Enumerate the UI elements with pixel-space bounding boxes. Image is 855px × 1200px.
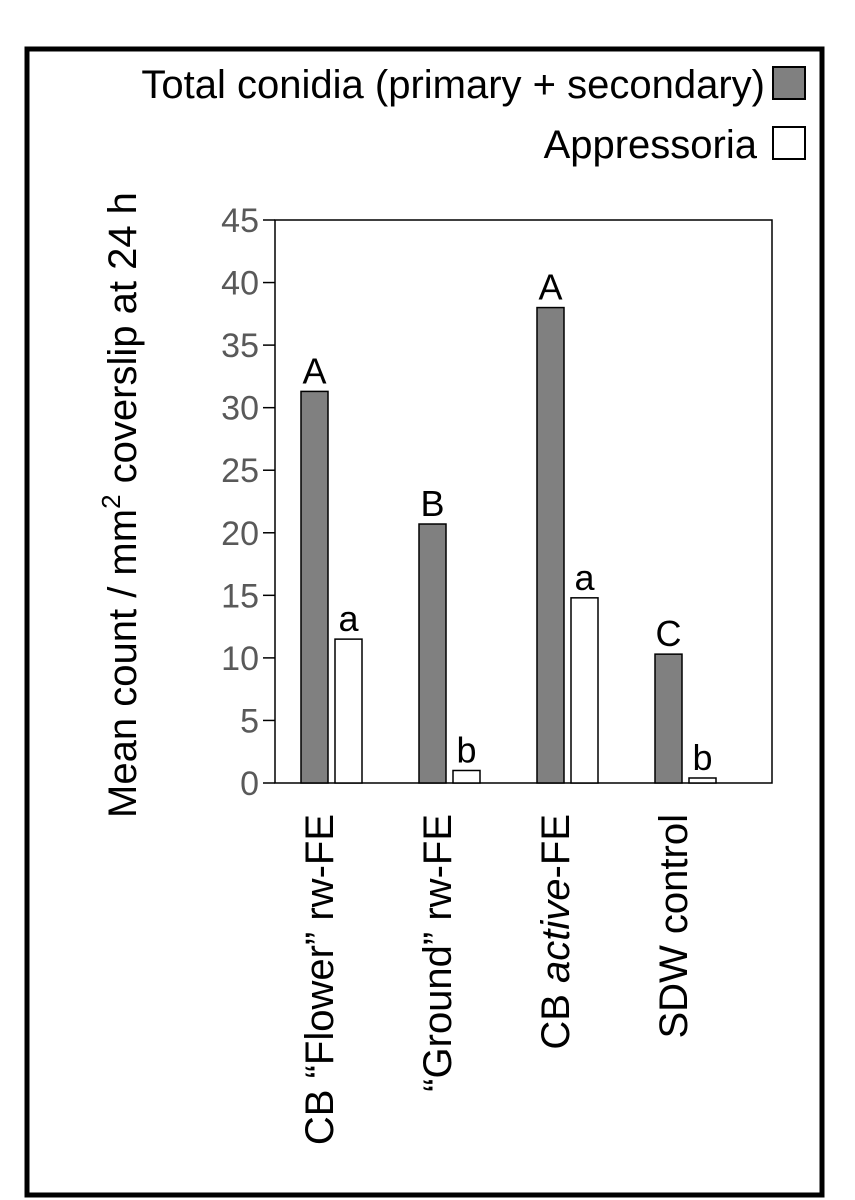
y-tick-label: 25: [221, 452, 259, 490]
bar-total-conidia: [300, 390, 329, 784]
y-axis-label-superscript: 2: [96, 494, 126, 508]
y-tick-label: 5: [240, 702, 259, 740]
significance-labels: A B A Ca b a b: [302, 267, 712, 778]
y-axis-label: Mean count / mm2 coverslip at 24 h: [96, 192, 145, 818]
bar-total-conidia: [536, 306, 565, 784]
legend-swatch-total-conidia: [772, 66, 806, 100]
y-tick-label: 45: [221, 202, 259, 240]
legend-label-total-conidia: Total conidia (primary + secondary): [141, 63, 765, 107]
bars: [300, 306, 717, 784]
y-tick-label: 15: [221, 577, 259, 615]
plot-area: [274, 219, 773, 784]
y-tick-label: 40: [221, 265, 259, 303]
significance-label-total-conidia: B: [420, 483, 444, 524]
bar-total-conidia: [654, 653, 683, 784]
x-category-label-part: active: [534, 878, 578, 983]
y-axis: 0 5 10 15 20 25 30 35 40 45: [221, 202, 275, 803]
y-tick-label: 35: [221, 327, 259, 365]
significance-label-appressoria: a: [574, 557, 595, 598]
legend-label-appressoria: Appressoria: [544, 123, 758, 167]
y-axis-label-main: Mean count / mm: [101, 509, 145, 818]
bar-appressoria: [334, 638, 363, 784]
legend: Total conidia (primary + secondary) Appr…: [141, 63, 806, 167]
x-category-label: SDW control: [652, 814, 696, 1039]
y-tick-label: 30: [221, 390, 259, 428]
x-category-label-part: SDW control: [652, 814, 696, 1039]
significance-label-appressoria: b: [456, 729, 476, 770]
y-tick-label: 20: [221, 515, 259, 553]
bar-appressoria: [452, 769, 481, 784]
x-category-label-part: -FE: [534, 814, 578, 878]
significance-label-total-conidia: A: [302, 350, 326, 391]
legend-swatch-appressoria: [772, 126, 806, 160]
x-category-label: CB “Flower” rw-FE: [298, 814, 342, 1145]
significance-label-appressoria: b: [692, 737, 712, 778]
x-category-label: “Ground” rw-FE: [416, 814, 460, 1092]
bar-appressoria: [570, 597, 599, 784]
bar-total-conidia: [418, 523, 447, 784]
y-axis-label-rest: coverslip at 24 h: [101, 192, 145, 494]
significance-label-total-conidia: A: [538, 267, 562, 308]
y-tick-label: 0: [240, 765, 259, 803]
x-category-label-part: CB: [534, 983, 578, 1050]
x-category-label-part: “Ground” rw-FE: [416, 814, 460, 1092]
bar-appressoria: [688, 777, 717, 784]
x-category-label: CB active-FE: [534, 814, 578, 1050]
y-tick-label: 10: [221, 640, 259, 678]
significance-label-appressoria: a: [338, 598, 359, 639]
x-axis-category-labels: CB “Flower” rw-FE “Ground” rw-FE CB active…: [298, 814, 696, 1145]
significance-label-total-conidia: C: [656, 613, 682, 654]
x-category-label-part: CB “Flower” rw-FE: [298, 814, 342, 1145]
